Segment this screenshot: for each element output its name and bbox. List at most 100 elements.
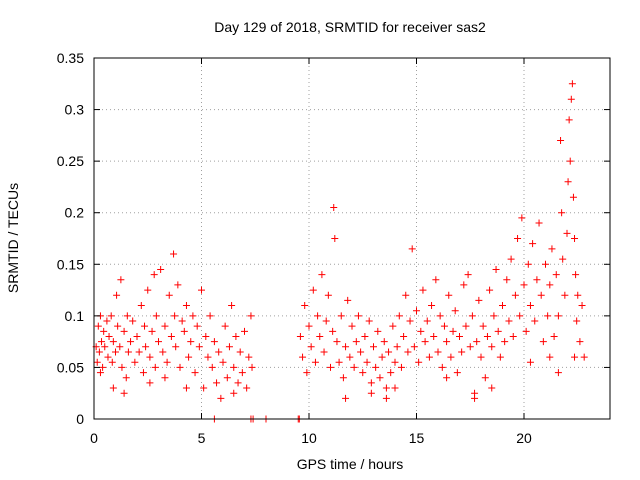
data-point (488, 343, 496, 351)
data-point (133, 332, 141, 340)
data-point (417, 327, 425, 335)
data-point (391, 358, 399, 366)
data-point (157, 265, 165, 273)
data-point (230, 389, 238, 397)
data-point (101, 343, 109, 351)
data-point (95, 348, 103, 356)
data-point (440, 322, 448, 330)
data-point (563, 229, 571, 237)
data-point (163, 358, 171, 366)
data-point (174, 281, 182, 289)
data-point (449, 327, 457, 335)
data-point (447, 353, 455, 361)
data-point (320, 348, 328, 356)
data-point (150, 271, 158, 279)
data-point (247, 312, 255, 320)
data-point (436, 312, 444, 320)
y-tick-label: 0.35 (57, 50, 84, 66)
data-point (559, 255, 567, 263)
data-point (404, 348, 412, 356)
data-point (529, 240, 537, 248)
data-point (234, 379, 242, 387)
data-point (537, 291, 545, 299)
data-point (443, 338, 451, 346)
y-tick-label: 0.3 (65, 102, 85, 118)
data-point (554, 312, 562, 320)
data-point (376, 374, 384, 382)
data-point (305, 322, 313, 330)
data-point (432, 276, 440, 284)
data-point (509, 332, 517, 340)
data-point (232, 332, 240, 340)
data-point (413, 307, 420, 315)
data-point (576, 338, 584, 346)
data-point (574, 291, 582, 299)
data-point (468, 312, 476, 320)
data-point (180, 327, 188, 335)
data-point (387, 369, 395, 377)
y-tick-label: 0.2 (65, 205, 85, 221)
x-tick-label: 0 (90, 430, 98, 446)
data-point (421, 338, 429, 346)
data-point (496, 353, 504, 361)
data-point (430, 332, 438, 340)
data-point (544, 312, 552, 320)
x-tick-label: 15 (409, 430, 425, 446)
data-point (492, 265, 500, 273)
data-point (124, 348, 132, 356)
data-point (471, 394, 479, 402)
data-point (322, 317, 330, 325)
data-point (151, 363, 159, 371)
data-point (342, 343, 350, 351)
data-point (382, 394, 390, 402)
data-point (94, 322, 102, 330)
grid (94, 58, 610, 419)
data-point (104, 353, 112, 361)
data-point (223, 374, 231, 382)
data-point (507, 255, 515, 263)
data-point (120, 389, 128, 397)
data-point (185, 353, 193, 361)
data-point (572, 271, 580, 279)
y-tick-label: 0.25 (57, 153, 84, 169)
data-point (466, 343, 474, 351)
data-point (483, 332, 491, 340)
data-point (118, 363, 126, 371)
data-point (112, 348, 119, 356)
data-point (155, 338, 162, 346)
data-point (193, 322, 201, 330)
data-points (92, 80, 588, 423)
data-point (477, 353, 485, 361)
data-point (564, 178, 572, 186)
data-point (230, 363, 238, 371)
data-point (367, 379, 375, 387)
data-point (451, 307, 459, 315)
data-point (363, 358, 371, 366)
x-tick-label: 20 (516, 430, 532, 446)
data-point (131, 358, 139, 366)
data-point (548, 245, 556, 253)
data-point (182, 302, 190, 310)
data-point (533, 276, 541, 284)
data-point (365, 317, 373, 325)
data-point (161, 374, 169, 382)
data-point (453, 369, 461, 377)
data-point (335, 358, 343, 366)
data-point (109, 384, 117, 392)
data-point (425, 353, 433, 361)
data-point (329, 327, 337, 335)
data-point (535, 219, 543, 227)
data-point (238, 369, 246, 377)
data-point (178, 317, 186, 325)
data-point (408, 245, 416, 253)
data-point (137, 302, 145, 310)
data-point (108, 358, 116, 366)
data-point (566, 157, 574, 165)
data-point (561, 291, 569, 299)
data-point (462, 322, 470, 330)
data-point (141, 322, 149, 330)
data-point (580, 353, 588, 361)
data-point (116, 343, 124, 351)
data-point (107, 312, 115, 320)
